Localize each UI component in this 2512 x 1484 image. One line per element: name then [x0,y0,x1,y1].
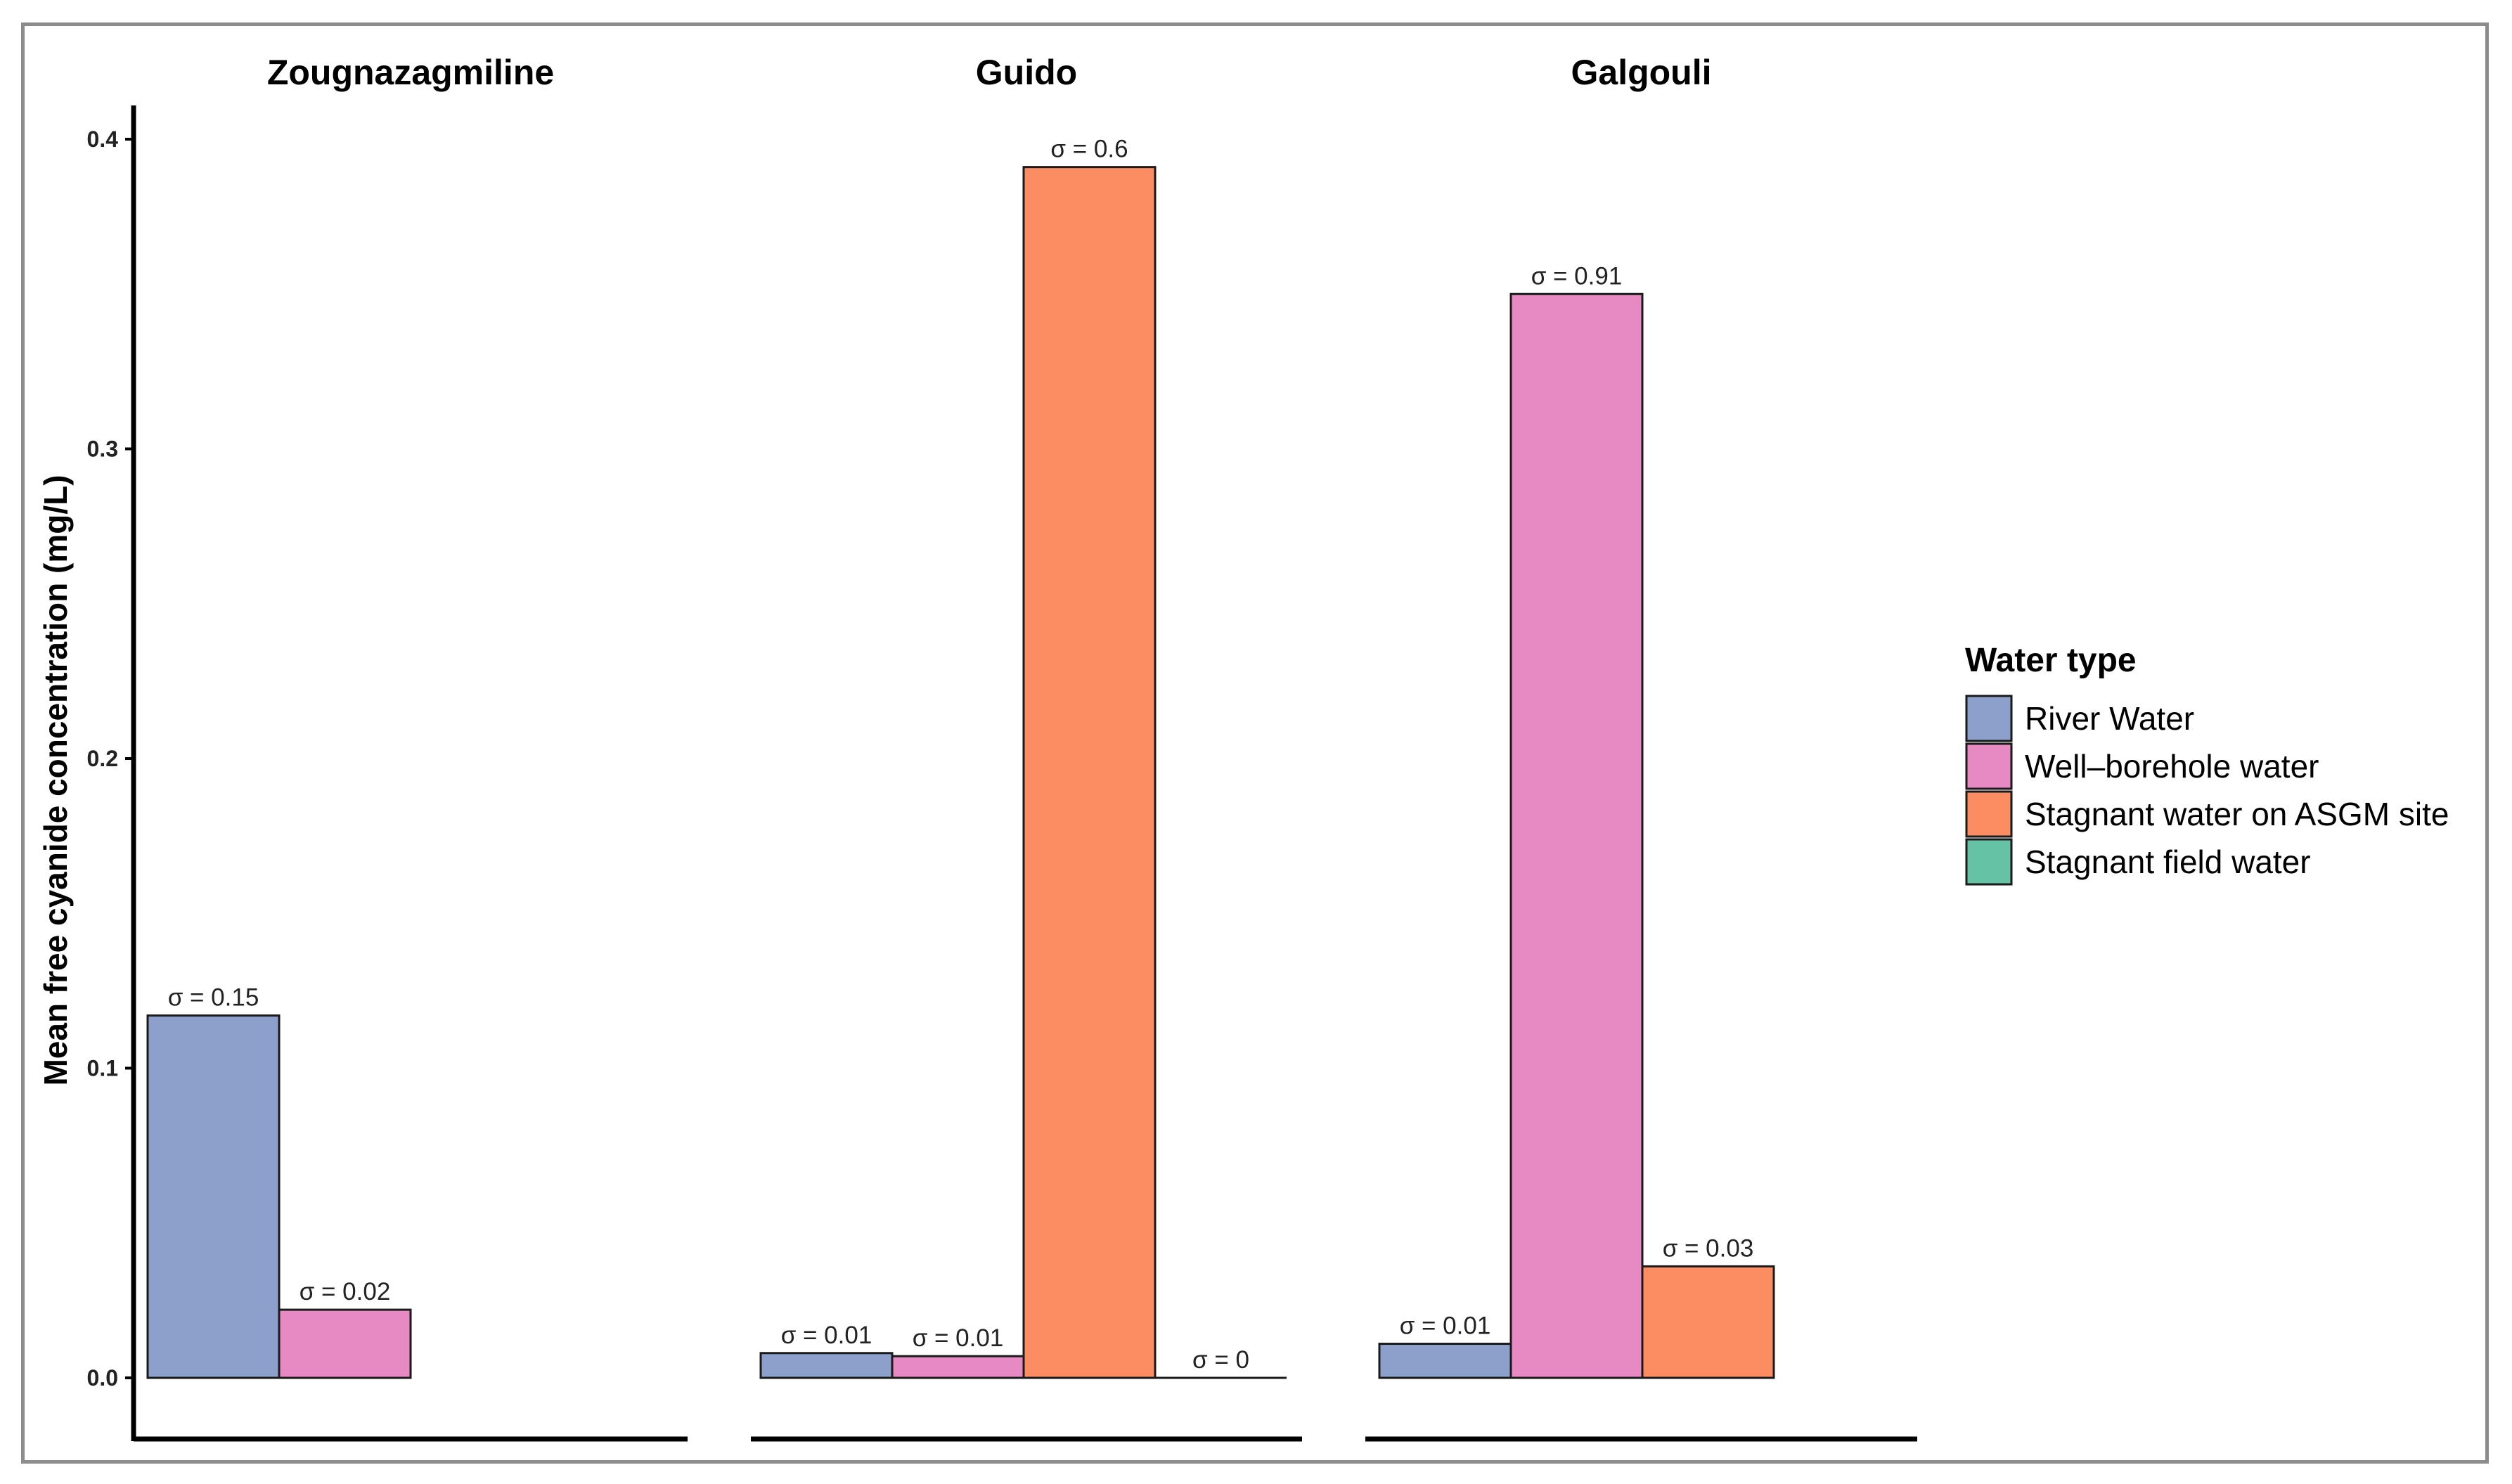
legend: Water type River Water Well–borehole wate… [1965,642,2449,886]
legend-label: River Water [2025,700,2194,737]
bar-sd-label: σ = 0.02 [299,1278,391,1305]
y-tick-label: 0.2 [87,746,118,771]
y-axis-label: Mean free cyanide concentration (mg/L) [37,475,74,1085]
legend-title: Water type [1965,642,2137,679]
legend-swatch [1965,695,2013,742]
bar-well-borehole-water [1509,292,1644,1379]
y-tick-label: 0.0 [87,1365,118,1391]
bar-well-borehole-water [891,1355,1025,1379]
bar-sd-label: σ = 0.01 [1400,1312,1491,1340]
bar-sd-label: σ = 0.6 [1050,136,1128,163]
bar-sd-label: σ = 0.03 [1663,1234,1754,1262]
panel-zougnazagmiline: Zougnazagmiline σ = 0.15 σ = 0.02 [134,53,688,1442]
bar-sd-label: σ = 0.91 [1531,262,1623,290]
legend-items: River Water Well–borehole water Stagnant w… [1965,695,2449,886]
bar-well-borehole-water [278,1308,412,1379]
bar-river-water [146,1014,281,1379]
bar-sd-label: σ = 0.01 [781,1322,872,1349]
panel-title: Guido [976,53,1077,92]
bar-river-water [759,1352,894,1379]
bar-sd-label: σ = 0.01 [913,1324,1004,1352]
legend-label: Stagnant field water [2025,844,2311,880]
legend-swatch [1965,838,2013,886]
bar-sd-label: σ = 0 [1192,1346,1249,1374]
panel-title: Galgouli [1571,53,1712,92]
legend-label: Well–borehole water [2025,748,2319,785]
bar-stagnant-water-on-asgm-site [1641,1265,1775,1379]
chart-frame [21,22,2489,1464]
bar-sd-label: σ = 0.15 [168,984,259,1012]
y-ticks: 0.0 0.1 0.2 0.3 0.4 [87,127,134,1391]
legend-swatch [1965,742,2013,790]
legend-swatch [1965,790,2013,838]
panel-guido: Guido σ = 0.01 σ = 0.01 σ = 0.6 σ = 0 [751,53,1302,1442]
panel-title: Zougnazagmiline [267,53,554,92]
y-tick-label: 0.1 [87,1056,118,1081]
bar-stagnant-water-on-asgm-site [1022,166,1157,1379]
y-tick-label: 0.4 [87,127,119,152]
y-tick-label: 0.3 [87,437,118,462]
bar-river-water [1378,1343,1512,1379]
panel-galgouli: Galgouli σ = 0.01 σ = 0.91 σ = 0.03 [1365,53,1917,1442]
facet-panels: Zougnazagmiline σ = 0.15 σ = 0.02 Guido σ = … [134,53,1917,1442]
legend-label: Stagnant water on ASGM site [2025,796,2449,832]
